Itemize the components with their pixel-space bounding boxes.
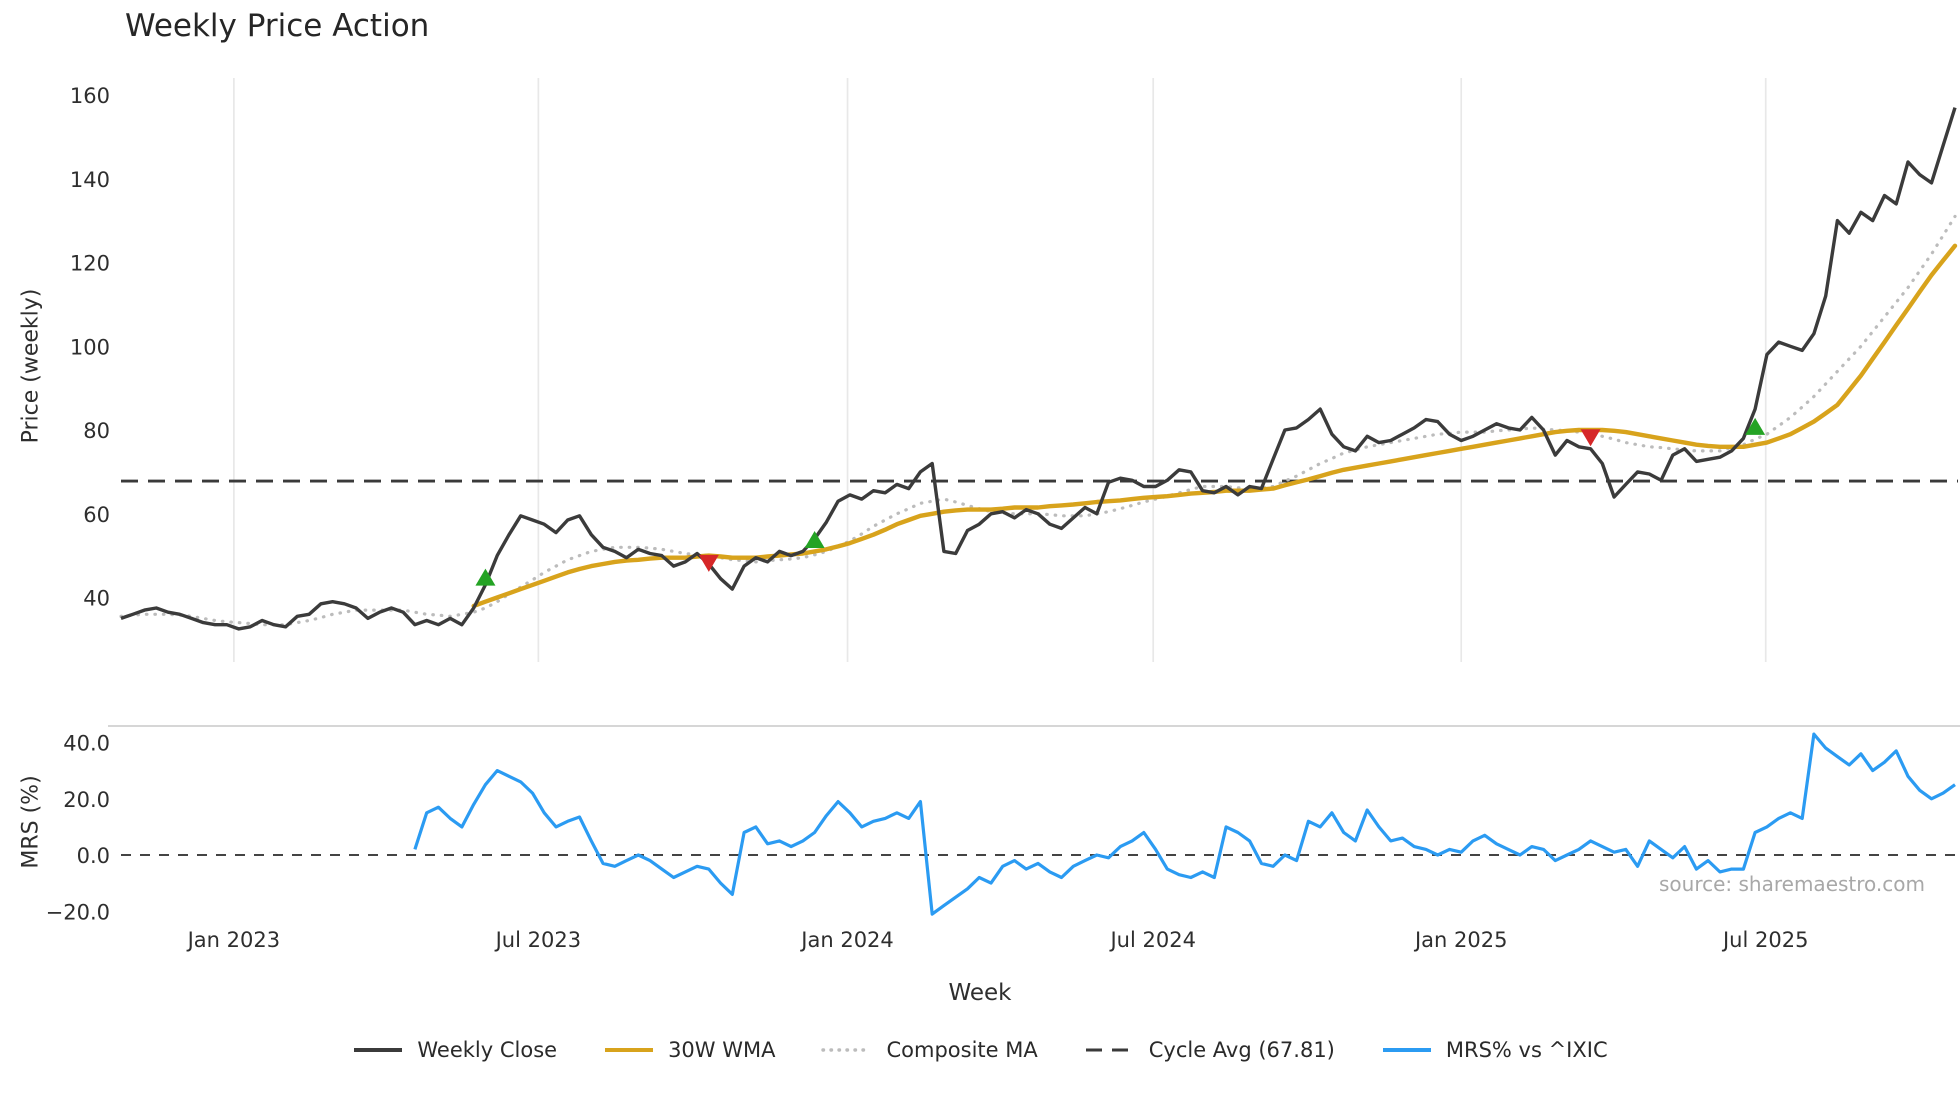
legend-swatch-solid: [605, 1048, 654, 1052]
x-tick-label: Jan 2024: [799, 928, 894, 952]
legend-label: Composite MA: [886, 1038, 1038, 1062]
weekly-close-line: [120, 107, 1957, 631]
buy-signal-marker: [475, 568, 496, 586]
composite-ma-line: [119, 214, 1957, 627]
x-tick-label: Jul 2023: [494, 928, 581, 952]
legend-label: Weekly Close: [417, 1038, 558, 1062]
x-tick-label: Jul 2024: [1108, 928, 1195, 952]
legend-swatch-solid: [1382, 1048, 1431, 1052]
mrs-axis-label: MRS (%): [18, 775, 44, 869]
chart-legend: Weekly Close 30W WMA Composite MA Cycle Avg…: [0, 1038, 1960, 1062]
price-tick-label: 80: [83, 419, 110, 443]
legend-item-0: Weekly Close: [352, 1038, 557, 1062]
mrs-tick-label: 20.0: [63, 788, 110, 812]
x-tick-label: Jan 2025: [1413, 928, 1508, 952]
legend-item-3: Cycle Avg (67.81): [1084, 1038, 1335, 1062]
buy-signal-marker: [804, 530, 825, 548]
price-tick-label: 60: [83, 503, 110, 527]
legend-item-4: MRS% vs ^IXIC: [1381, 1038, 1608, 1062]
price-tick-label: 120: [70, 252, 110, 276]
price-tick-label: 100: [70, 335, 110, 359]
source-watermark: source: sharemaestro.com: [1659, 872, 1925, 896]
price-tick-label: 40: [83, 587, 110, 611]
chart-title: Weekly Price Action: [125, 8, 430, 44]
sell-signal-marker: [1580, 429, 1601, 447]
mrs-tick-label: 40.0: [63, 732, 110, 756]
legend-item-1: 30W WMA: [603, 1038, 775, 1062]
price-tick-label: 160: [70, 84, 110, 108]
legend-swatch-dashed: [1085, 1048, 1134, 1052]
legend-swatch-solid: [354, 1048, 403, 1052]
legend-item-2: Composite MA: [821, 1038, 1038, 1062]
mrs-line: [413, 732, 1956, 916]
legend-label: Cycle Avg (67.81): [1148, 1038, 1335, 1062]
mrs-tick-label: 0.0: [77, 844, 110, 868]
mrs-tick-label: −20.0: [46, 900, 110, 924]
x-tick-label: Jan 2023: [186, 928, 281, 952]
sell-signal-marker: [698, 554, 719, 572]
price-tick-label: 140: [70, 168, 110, 192]
legend-label: 30W WMA: [668, 1038, 776, 1062]
price-axis-label: Price (weekly): [18, 288, 44, 444]
x-axis-label: Week: [948, 980, 1012, 1006]
wma-30w-line: [471, 243, 1958, 609]
legend-swatch-dotted: [821, 1048, 874, 1052]
legend-label: MRS% vs ^IXIC: [1445, 1038, 1608, 1062]
buy-signal-marker: [1745, 417, 1766, 435]
x-tick-label: Jul 2025: [1721, 928, 1808, 952]
